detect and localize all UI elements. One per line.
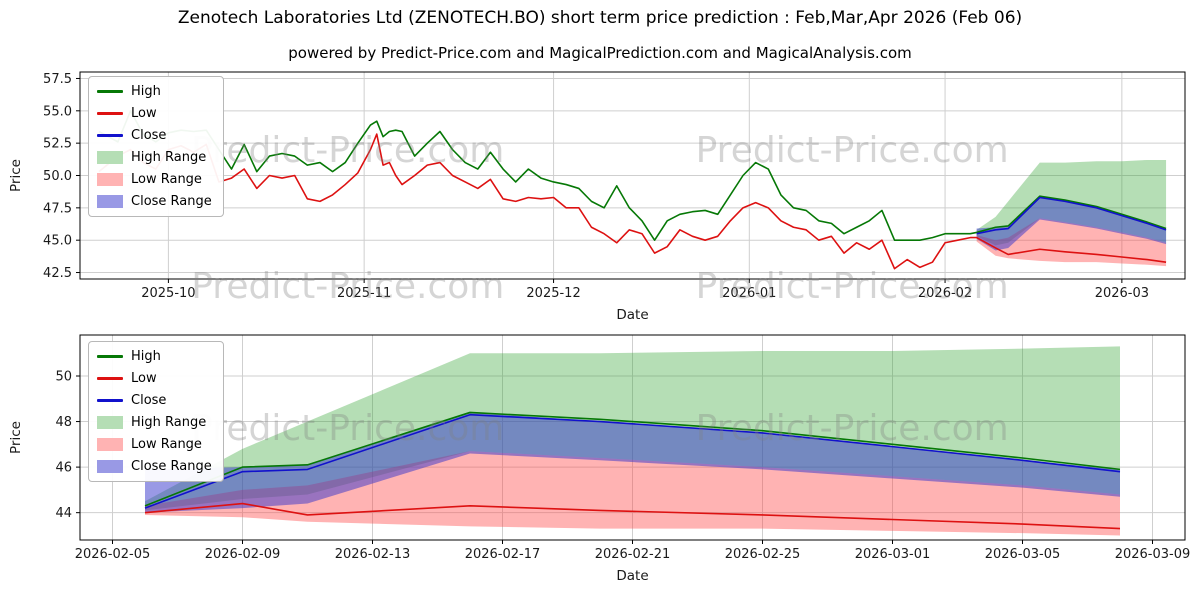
legend-swatch (97, 90, 123, 93)
page-subtitle: powered by Predict-Price.com and Magical… (288, 44, 912, 62)
x-tick-label: 2026-02-17 (465, 547, 541, 562)
legend-swatch (97, 377, 123, 380)
series-low (98, 133, 1167, 270)
price-chart-prediction: 2026-02-05 2026-02-09 2026-02-13 2026-02-17… (0, 325, 1200, 597)
legend-label: Low Range (131, 437, 202, 452)
legend-item-high-range: High Range (97, 148, 212, 167)
price-chart-historical: 2025-10 2025-11 2025-12 2026-01 2026-02 2026-… (0, 64, 1200, 323)
legend-item-low-range: Low Range (97, 170, 212, 189)
prediction-chart-canvas: 2026-02-05 2026-02-09 2026-02-13 2026-02-17… (8, 334, 1191, 584)
legend-item-close: Close (97, 126, 212, 145)
legend-item-close: Close (97, 391, 212, 410)
y-tick-label: 42.5 (43, 266, 72, 281)
legend-item-low: Low (97, 104, 212, 123)
legend-swatch (97, 173, 123, 186)
legend-swatch (97, 134, 123, 137)
y-tick-label: 47.5 (43, 201, 72, 216)
x-tick-label: 2026-03-01 (855, 547, 931, 562)
legend-item-close-range: Close Range (97, 192, 212, 211)
x-tick-label: 2026-01 (722, 286, 776, 301)
y-tick-label: 46 (55, 461, 72, 476)
legend-swatch (97, 112, 123, 115)
series-close (144, 413, 1121, 509)
legend-swatch (97, 355, 123, 358)
legend-swatch (97, 399, 123, 402)
x-tick-label: 2026-02-09 (205, 547, 281, 562)
legend-swatch (97, 195, 123, 208)
x-tick-label: 2026-03-09 (1115, 547, 1191, 562)
band-close-range (976, 196, 1167, 251)
legend-label: Low (131, 106, 157, 121)
x-axis-label: Date (616, 568, 648, 584)
x-tick-label: 2026-03 (1095, 286, 1149, 301)
legend-item-low-range: Low Range (97, 435, 212, 454)
y-tick-label: 55.0 (43, 104, 72, 119)
legend-item-close-range: Close Range (97, 457, 212, 476)
x-tick-label: 2026-02-05 (75, 547, 151, 562)
legend-label: Close (131, 128, 167, 143)
x-tick-label: 2026-02-13 (335, 547, 411, 562)
legend-swatch (97, 460, 123, 473)
x-tick-label: 2025-12 (526, 286, 580, 301)
y-tick-label: 48 (55, 415, 72, 430)
y-tick-label: 52.5 (43, 137, 72, 152)
y-axis-label: Price (8, 421, 24, 454)
y-tick-label: 45.0 (43, 234, 72, 249)
legend-label: Low (131, 371, 157, 386)
legend-item-high: High (97, 347, 212, 366)
y-tick-label: 57.5 (43, 72, 72, 87)
legend-label: High (131, 349, 161, 364)
y-tick-label: 50.0 (43, 169, 72, 184)
page-title: Zenotech Laboratories Ltd (ZENOTECH.BO) … (177, 8, 1023, 28)
legend-swatch (97, 416, 123, 429)
legend-label: High Range (131, 150, 207, 165)
legend-label: High Range (131, 415, 207, 430)
y-axis-label: Price (8, 159, 24, 192)
legend-item-high: High (97, 82, 212, 101)
legend-swatch (97, 438, 123, 451)
legend-item-high-range: High Range (97, 413, 212, 432)
x-tick-label: 2026-03-05 (985, 547, 1061, 562)
series-high (98, 110, 1167, 241)
band-close-range (145, 412, 1120, 513)
x-axis-label: Date (616, 307, 648, 319)
legend-label: Low Range (131, 172, 202, 187)
series-low (144, 502, 1121, 530)
legend-label: Close Range (131, 459, 212, 474)
y-tick-label: 44 (55, 506, 72, 521)
x-tick-label: 2025-11 (337, 286, 391, 301)
x-tick-label: 2026-02-21 (595, 547, 671, 562)
x-tick-label: 2025-10 (141, 286, 195, 301)
legend-historical: High Low Close High Range Low Range Close Ran… (88, 76, 224, 217)
x-tick-label: 2026-02 (918, 286, 972, 301)
x-tick-label: 2026-02-25 (725, 547, 801, 562)
legend-swatch (97, 151, 123, 164)
y-tick-label: 50 (55, 370, 72, 385)
legend-prediction: High Low Close High Range Low Range Close Ran… (88, 341, 224, 482)
legend-label: Close Range (131, 194, 212, 209)
legend-label: High (131, 84, 161, 99)
legend-label: Close (131, 393, 167, 408)
series-close (976, 196, 1167, 235)
series-high (144, 411, 1121, 507)
legend-item-low: Low (97, 369, 212, 388)
historical-chart-canvas: 2025-10 2025-11 2025-12 2026-01 2026-02 2026-… (8, 71, 1186, 323)
